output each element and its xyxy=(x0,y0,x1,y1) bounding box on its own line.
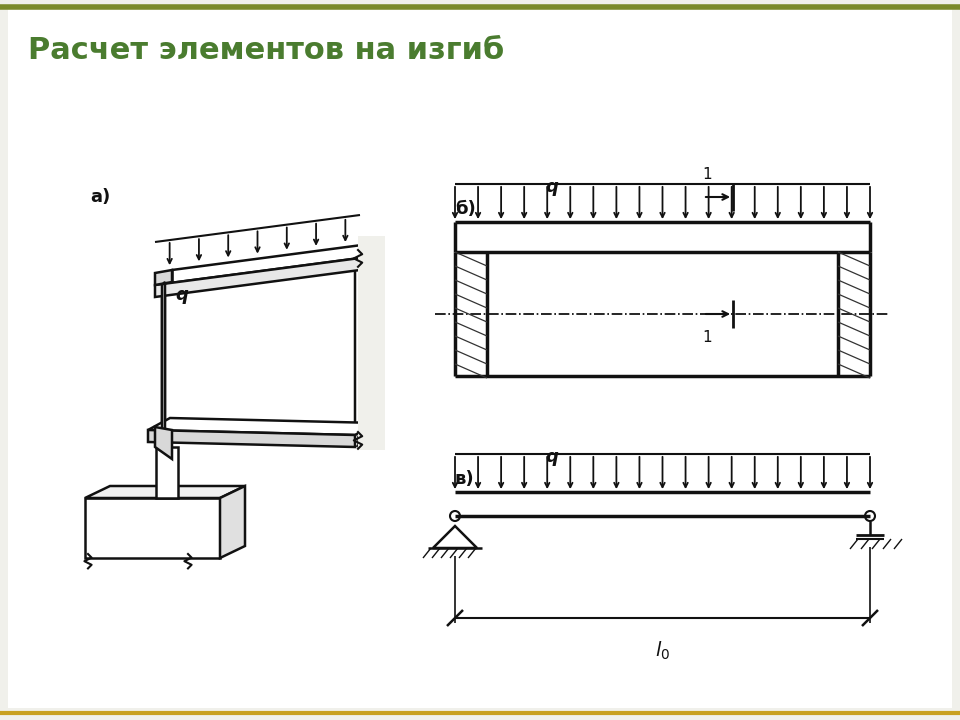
FancyBboxPatch shape xyxy=(8,8,952,708)
Text: 1: 1 xyxy=(702,167,711,182)
Text: q: q xyxy=(175,286,188,304)
Polygon shape xyxy=(155,243,377,285)
Text: $l_0$: $l_0$ xyxy=(655,640,670,662)
Polygon shape xyxy=(358,236,385,450)
Text: в): в) xyxy=(455,470,474,488)
Text: Расчет элементов на изгиб: Расчет элементов на изгиб xyxy=(28,35,504,65)
Polygon shape xyxy=(85,498,220,558)
Text: q: q xyxy=(545,178,558,196)
Polygon shape xyxy=(155,270,172,285)
Text: а): а) xyxy=(90,188,110,206)
Polygon shape xyxy=(220,486,245,558)
Text: 1: 1 xyxy=(702,330,711,345)
Polygon shape xyxy=(162,270,355,435)
Polygon shape xyxy=(148,418,377,435)
Polygon shape xyxy=(433,526,477,548)
Text: q: q xyxy=(545,448,558,466)
Polygon shape xyxy=(85,486,245,498)
Polygon shape xyxy=(155,258,360,297)
Polygon shape xyxy=(148,430,355,447)
Polygon shape xyxy=(156,447,178,498)
Text: б): б) xyxy=(455,200,476,218)
Polygon shape xyxy=(162,282,165,433)
Polygon shape xyxy=(155,427,172,459)
